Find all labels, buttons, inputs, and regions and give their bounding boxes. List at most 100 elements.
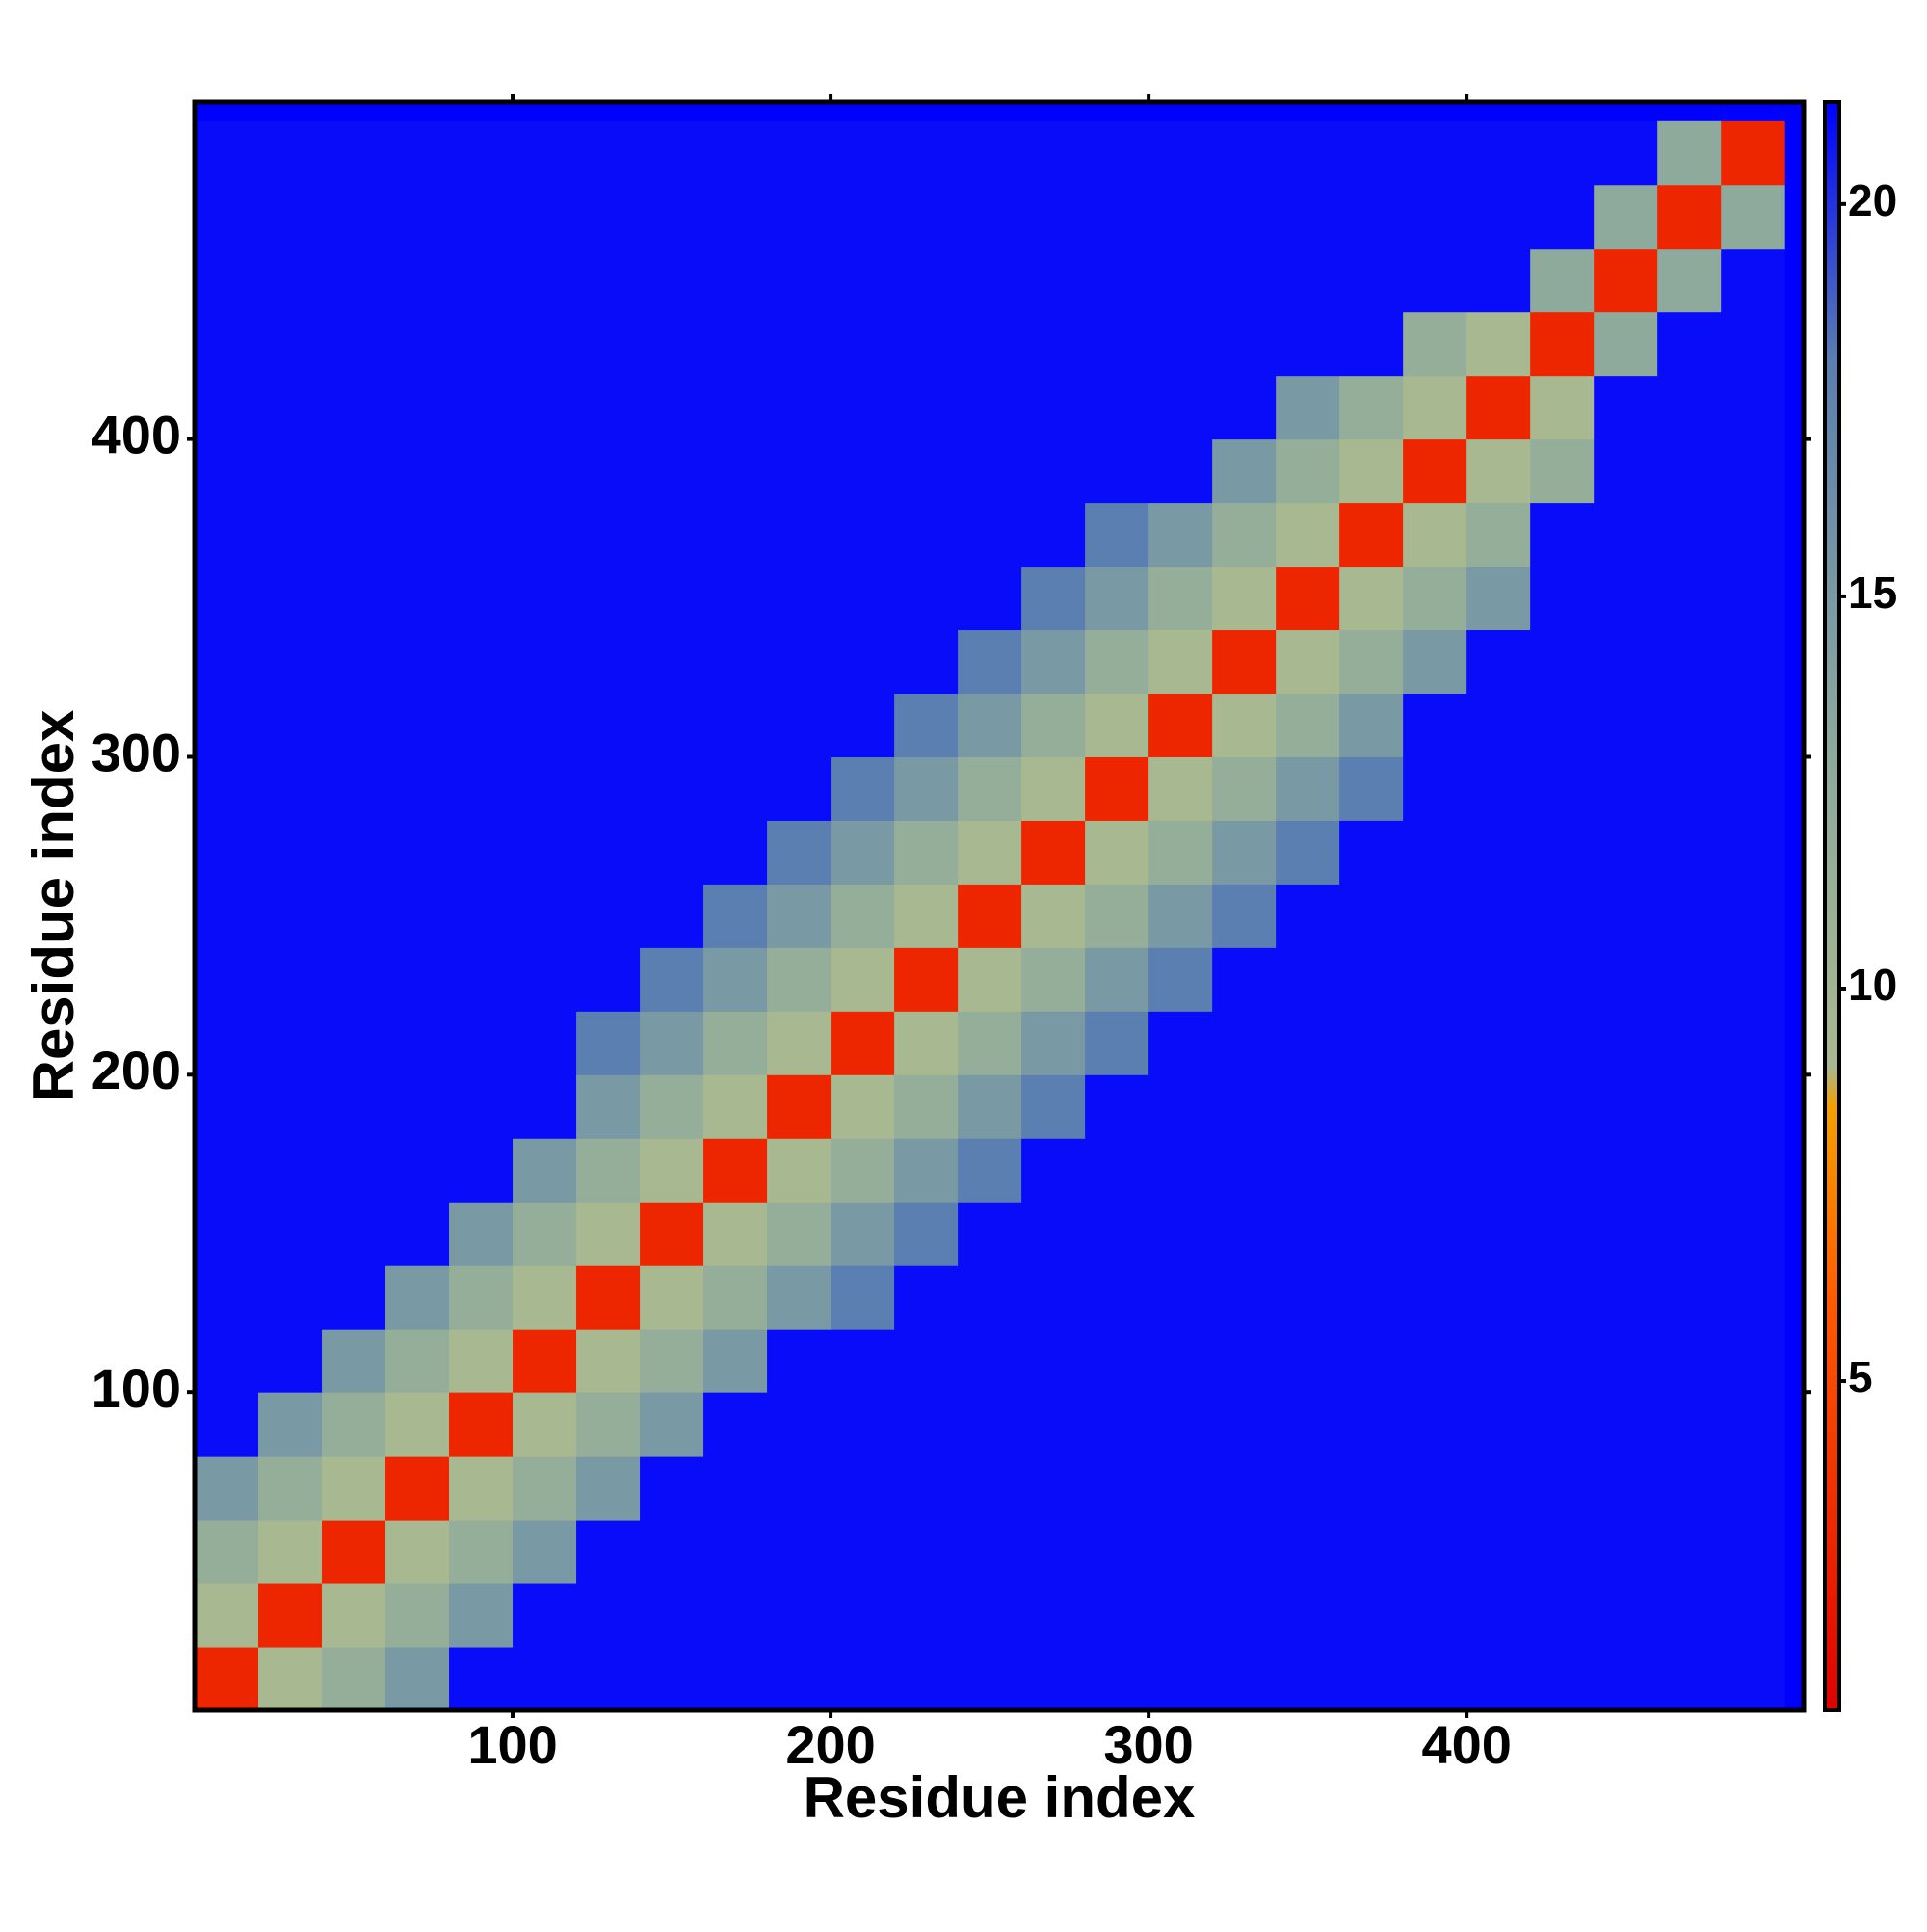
heatmap-cell	[1212, 629, 1277, 695]
heatmap-cell	[1212, 1520, 1277, 1584]
heatmap-cell	[1148, 947, 1213, 1012]
heatmap-cell	[831, 1265, 895, 1330]
heatmap-cell	[1085, 566, 1149, 631]
y-tick-label: 100	[92, 1358, 181, 1418]
heatmap-cell	[1721, 1583, 1785, 1648]
heatmap-cell	[1466, 1520, 1531, 1584]
heatmap-cell	[322, 1011, 386, 1075]
heatmap-cell	[1085, 756, 1149, 821]
heatmap-cell	[1212, 248, 1277, 313]
heatmap-cell	[258, 311, 323, 377]
heatmap-cell	[385, 1392, 450, 1457]
heatmap-cell	[1466, 566, 1531, 631]
heatmap-cell	[958, 884, 1022, 948]
heatmap-cell	[1466, 438, 1531, 504]
heatmap-cell	[513, 566, 577, 631]
heatmap-cell	[1530, 1583, 1595, 1648]
heatmap-cell	[576, 820, 641, 885]
heatmap-cell	[767, 248, 832, 313]
heatmap-cell	[958, 120, 1022, 186]
heatmap-cell	[1276, 820, 1340, 885]
heatmap-cell	[1403, 248, 1467, 313]
heatmap-cell	[1148, 820, 1213, 885]
heatmap-cell	[831, 375, 895, 440]
heatmap-cell	[1339, 1392, 1404, 1457]
heatmap-cell	[385, 693, 450, 757]
heatmap-cell	[831, 1202, 895, 1266]
heatmap-cell	[958, 566, 1022, 631]
heatmap-cell	[1530, 820, 1595, 885]
heatmap-cell	[1212, 1456, 1277, 1521]
heatmap-cell	[640, 820, 704, 885]
heatmap-cell	[894, 1011, 959, 1075]
heatmap-cell	[1594, 566, 1658, 631]
heatmap-cell	[1148, 693, 1213, 757]
heatmap-cell	[1657, 1265, 1722, 1330]
heatmap-cell	[640, 947, 704, 1012]
heatmap-cell	[958, 311, 1022, 377]
heatmap-cell	[195, 1202, 259, 1266]
heatmap-cell	[1212, 1329, 1277, 1393]
heatmap-cell	[1339, 1138, 1404, 1203]
heatmap-cell	[513, 1456, 577, 1521]
heatmap-cell	[258, 1520, 323, 1584]
heatmap-cell	[385, 756, 450, 821]
heatmap-cell	[640, 438, 704, 504]
heatmap-cell	[449, 566, 514, 631]
heatmap-cell	[1530, 1647, 1595, 1711]
heatmap-cell	[1148, 184, 1213, 250]
heatmap-cell	[258, 566, 323, 631]
heatmap-cell	[195, 884, 259, 948]
heatmap-cell	[1657, 1392, 1722, 1457]
heatmap-cell	[513, 1583, 577, 1648]
heatmap-cell	[1085, 184, 1149, 250]
heatmap-cell	[894, 502, 959, 568]
colorbar-tick-label: 20	[1848, 175, 1897, 225]
heatmap-cell	[195, 1583, 259, 1648]
heatmap-cell	[1276, 1392, 1340, 1457]
heatmap-cell	[958, 1265, 1022, 1330]
heatmap-cell	[449, 884, 514, 948]
heatmap-cell	[1148, 1520, 1213, 1584]
heatmap-cell	[1466, 1138, 1531, 1203]
heatmap-cell	[195, 1265, 259, 1330]
heatmap-cell	[1212, 1202, 1277, 1266]
heatmap-cell	[1276, 1265, 1340, 1330]
heatmap-cell	[1148, 1202, 1213, 1266]
heatmap-cell	[449, 947, 514, 1012]
heatmap-cell	[767, 884, 832, 948]
colorbar-tick-label: 10	[1848, 960, 1897, 1010]
heatmap-cell	[576, 1583, 641, 1648]
heatmap-cell	[1339, 1265, 1404, 1330]
heatmap-cell	[1721, 947, 1785, 1012]
heatmap-cell	[513, 1202, 577, 1266]
heatmap-cell	[767, 1011, 832, 1075]
heatmap-cell	[449, 184, 514, 250]
heatmap-cell	[449, 1647, 514, 1711]
heatmap-cell	[767, 1138, 832, 1203]
heatmap-cell	[767, 1202, 832, 1266]
heatmap-cell	[1594, 1202, 1658, 1266]
heatmap-cell	[1594, 1456, 1658, 1521]
heatmap-cell	[831, 820, 895, 885]
heatmap-cell	[1403, 1392, 1467, 1457]
heatmap-cell	[767, 693, 832, 757]
heatmap-cell	[576, 947, 641, 1012]
heatmap-cell	[1594, 1011, 1658, 1075]
heatmap-cell	[894, 566, 959, 631]
heatmap-cell	[1021, 1456, 1086, 1521]
heatmap-cell	[1594, 1138, 1658, 1203]
heatmap-cell	[1021, 629, 1086, 695]
heatmap-cell	[258, 947, 323, 1012]
heatmap-cell	[449, 1202, 514, 1266]
heatmap-cell	[576, 1647, 641, 1711]
heatmap-cell	[322, 438, 386, 504]
heatmap-cell	[1657, 1583, 1722, 1648]
heatmap-cell	[1466, 248, 1531, 313]
heatmap-cell	[1721, 1520, 1785, 1584]
heatmap-cell	[258, 756, 323, 821]
heatmap-cell	[703, 1392, 768, 1457]
heatmap-cell	[1466, 756, 1531, 821]
heatmap-cell	[1148, 1138, 1213, 1203]
heatmap-cell	[640, 1011, 704, 1075]
